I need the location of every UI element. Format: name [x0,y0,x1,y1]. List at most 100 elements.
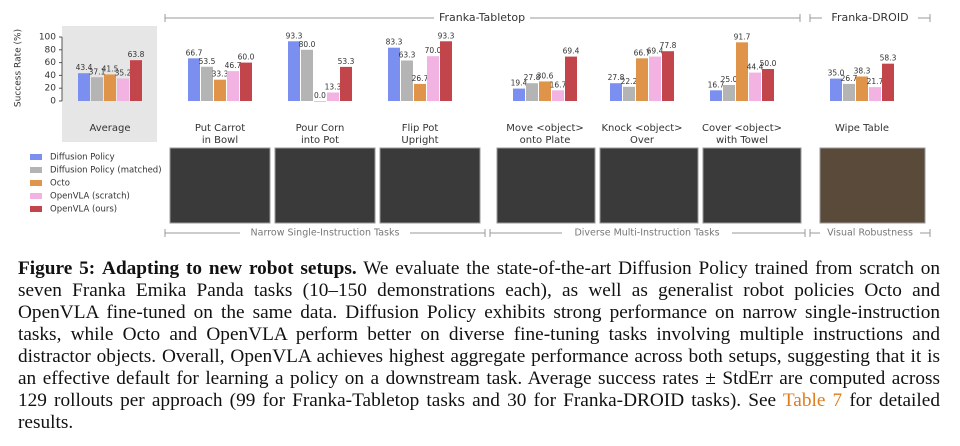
legend-label: Diffusion Policy [50,153,115,163]
value-label: 66.7 [634,48,651,57]
legend-swatch [30,180,42,186]
value-label: 26.7 [841,74,858,83]
value-label: 41.5 [102,64,119,73]
value-label: 53.5 [199,57,216,66]
bar [340,66,352,101]
value-label: 66.7 [186,48,203,57]
x-tick-label: onto Plate [520,135,571,146]
caption-label: Figure 5: [18,258,96,279]
bar [214,79,226,101]
bar [843,83,855,101]
value-label: 80.0 [299,40,316,49]
value-label: 16.7 [550,80,567,89]
y-tick-label: 0 [50,97,56,107]
bar [623,86,635,101]
x-tick-label: with Towel [716,135,768,146]
value-label: 13.3 [325,82,342,91]
caption-text: We evaluate the state-of-the-art Diffusi… [18,258,940,411]
x-tick-label: Put Carrot [195,123,245,134]
bar [610,83,622,101]
x-tick-label: Pour Corn [296,123,345,134]
x-tick-label: Average [89,123,130,134]
x-tick-label: Knock <object> [601,123,682,134]
label-bg [562,226,732,240]
legend-swatch [30,167,42,173]
photos [169,147,926,224]
value-label: 50.0 [760,59,777,68]
bar [104,74,116,101]
task-group-label: Visual Robustness [827,228,913,239]
value-label: 27.8 [524,73,541,82]
bar [749,72,761,101]
chart: Success Rate (%) 0 20 40 60 80 100 Average 43.4… [14,10,931,240]
section-label: Franka-Tabletop [439,11,525,24]
value-label: 83.3 [386,38,403,47]
value-label: 53.3 [338,57,355,66]
value-label: 30.6 [537,71,554,80]
bar [227,71,239,101]
x-tick-label: Cover <object> [702,123,782,134]
value-label: 22.2 [621,77,638,86]
value-label: 77.8 [660,41,677,50]
bar [388,47,400,101]
caption-heading: Adapting to new robot setups. [102,258,357,279]
value-label: 35.2 [115,68,132,77]
bar [539,81,551,101]
value-label: 44.4 [747,63,764,72]
label-bg [240,226,410,240]
value-label: 26.7 [412,74,429,83]
label-bg [434,10,530,26]
value-label: 25.0 [721,75,738,84]
figure-caption: Figure 5: Adapting to new robot setups. … [18,258,940,434]
bar [327,92,339,101]
legend-label: Diffusion Policy (matched) [50,166,162,176]
value-label: 63.8 [128,50,145,59]
value-label: 16.7 [708,80,725,89]
x-tick-label: Move <object> [506,123,584,134]
bar [188,58,200,101]
value-label: 0.0 [314,91,326,100]
bar [869,87,881,101]
bar [736,42,748,101]
y-tick-label: 40 [45,71,57,81]
value-label: 58.3 [880,54,897,63]
bar [117,78,129,101]
x-tick-label: into Pot [301,135,339,146]
bar [427,56,439,101]
legend-label: OpenVLA (ours) [50,205,117,215]
x-tick-label: Wipe Table [835,123,889,134]
y-axis-title: Success Rate (%) [14,29,24,107]
task-group-label: Narrow Single-Instruction Tasks [251,228,400,239]
value-label: 91.7 [734,32,751,41]
label-bg [820,226,920,240]
bar [856,76,868,101]
bar [649,56,661,101]
bar [288,41,300,101]
bar [762,69,774,101]
value-label: 38.3 [854,66,871,75]
bar [830,78,842,101]
x-tick-label: Flip Pot [402,123,439,134]
caption-end: for detailed results. [18,390,940,433]
task-group-label: Diverse Multi-Instruction Tasks [574,228,719,239]
value-label: 60.0 [238,53,255,62]
bar [565,56,577,101]
table-link[interactable]: Table 7 [782,390,843,411]
bar [662,51,674,101]
value-label: 93.3 [286,31,303,40]
value-label: 93.3 [438,31,455,40]
value-label: 70.0 [425,46,442,55]
y-tick-label: 60 [45,58,57,68]
legend-label: OpenVLA (scratch) [50,192,130,202]
bar [201,66,213,101]
legend-swatch [30,206,42,212]
bar [130,60,142,101]
y-tick-label: 80 [45,45,57,55]
bar [301,49,313,101]
legend-label: Octo [50,179,70,189]
bar [882,63,894,101]
x-tick-label: Over [630,135,655,146]
value-label: 35.0 [828,69,845,78]
bar [314,101,326,102]
